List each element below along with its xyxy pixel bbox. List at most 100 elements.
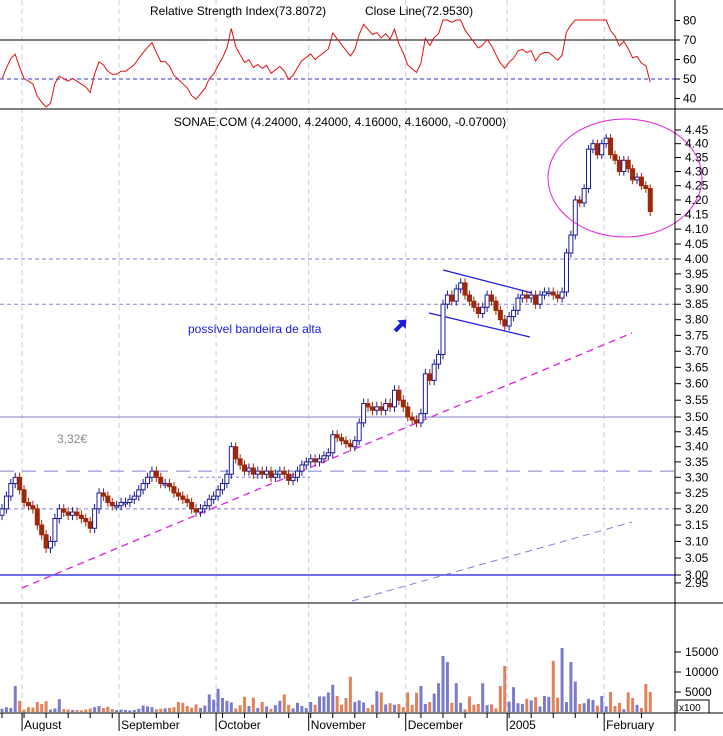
volume-bar xyxy=(132,710,136,712)
volume-bar xyxy=(172,707,176,712)
candle-body xyxy=(528,294,534,299)
candle-body xyxy=(378,406,384,411)
volume-bar xyxy=(441,656,445,712)
candle-body xyxy=(317,458,323,463)
candle-body xyxy=(224,473,230,485)
volume-axis: 15000 10000 5000 xyxy=(675,645,719,699)
volume-bar xyxy=(401,707,405,712)
candle-body xyxy=(541,291,547,296)
volume-bar xyxy=(375,691,379,712)
candle-body xyxy=(180,495,186,500)
candle-body xyxy=(153,470,159,478)
volume-bar xyxy=(344,698,348,712)
volume-bar xyxy=(194,704,198,712)
horizontal-levels xyxy=(0,258,675,576)
candle-body xyxy=(149,470,155,478)
candle-body xyxy=(0,508,5,516)
price-axis: 2.953.00 3.05 3.10 3.15 3.20 3.25 3.303.353.40… xyxy=(675,123,709,590)
volume-bar xyxy=(26,707,30,712)
volume-bar xyxy=(75,710,79,712)
volume-bar xyxy=(609,692,613,712)
candle-body xyxy=(290,476,296,481)
price-tick-label: 3.30 xyxy=(685,470,709,484)
candle-body xyxy=(616,159,622,172)
volume-bar xyxy=(388,703,392,712)
price-tick-label: 3.65 xyxy=(685,360,709,374)
volume-bar xyxy=(525,698,529,712)
candle-body xyxy=(61,508,67,513)
candle-body xyxy=(365,403,371,408)
candle-body xyxy=(409,416,415,421)
price-tick-label: 3.05 xyxy=(685,551,709,565)
candle-body xyxy=(414,419,420,424)
candle-body xyxy=(308,458,314,463)
volume-bar xyxy=(644,684,648,712)
volume-bar xyxy=(212,699,216,712)
volume-bar xyxy=(357,700,361,712)
candle-body xyxy=(100,492,106,497)
volume-bar xyxy=(498,686,502,712)
candle-body xyxy=(202,505,208,510)
volume-bar xyxy=(520,704,524,712)
candle-body xyxy=(246,467,252,472)
candle-body xyxy=(167,483,173,488)
candle-body xyxy=(533,294,539,305)
volume-bar xyxy=(141,705,145,712)
candle-body xyxy=(250,467,256,475)
price-tick-label: 4.10 xyxy=(685,222,709,236)
candle-body xyxy=(519,294,525,299)
volume-bar xyxy=(101,708,105,712)
candle-body xyxy=(550,291,556,296)
volume-bar xyxy=(146,706,150,712)
candle-body xyxy=(118,501,124,507)
volume-bar xyxy=(459,702,463,712)
volume-bar xyxy=(265,706,269,712)
rsi-line xyxy=(1,19,651,108)
candle-body xyxy=(555,294,561,299)
price-tick-label: 3.60 xyxy=(685,377,709,391)
volume-bar xyxy=(40,704,44,712)
candle-body xyxy=(70,511,76,516)
volume-bar xyxy=(44,701,48,712)
candle-body xyxy=(568,234,574,254)
volume-bar xyxy=(639,708,643,712)
candle-body xyxy=(184,498,190,503)
price-tick-label: 3.35 xyxy=(685,455,709,469)
price-tick-label: 3.20 xyxy=(685,502,709,516)
volume-bar xyxy=(22,709,26,712)
candle-body xyxy=(286,473,292,481)
volume-bar xyxy=(31,707,35,712)
volume-bar xyxy=(556,697,560,712)
candle-body xyxy=(634,176,640,181)
month-gridlines xyxy=(21,0,605,712)
volume-bar xyxy=(0,708,4,712)
candle-body xyxy=(78,514,84,520)
volume-bar xyxy=(604,706,608,712)
candle-body xyxy=(56,508,62,520)
volume-bar xyxy=(370,704,374,712)
candle-body xyxy=(343,440,349,445)
support-trendline xyxy=(21,332,633,589)
volume-bar xyxy=(66,709,70,712)
candle-body xyxy=(440,303,446,355)
candle-body xyxy=(625,159,631,170)
candle-body xyxy=(140,483,146,491)
candle-body xyxy=(52,518,58,542)
month-label: November xyxy=(311,718,366,731)
candle-body xyxy=(87,521,93,529)
price-tick-label: 4.20 xyxy=(685,193,709,207)
price-tick-label: 3.45 xyxy=(685,425,709,439)
candle-body xyxy=(171,486,177,494)
volume-bar xyxy=(631,698,635,712)
volume-bar xyxy=(79,710,83,712)
volume-bar xyxy=(551,660,555,712)
rsi-tick-label: 70 xyxy=(683,33,697,47)
volume-bar xyxy=(476,704,480,712)
candle-body xyxy=(312,458,318,463)
candle-body xyxy=(272,473,278,478)
candle-body xyxy=(559,291,565,299)
candle-body xyxy=(347,443,353,448)
volume-bar xyxy=(503,666,507,712)
volume-bar xyxy=(335,696,339,712)
candle-body xyxy=(489,294,495,302)
